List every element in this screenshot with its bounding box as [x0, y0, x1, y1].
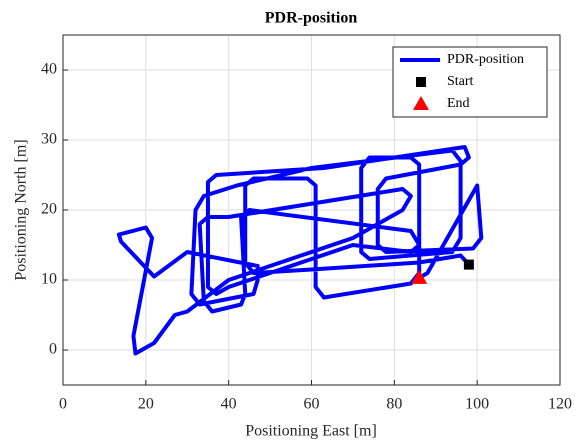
triangle-marker	[411, 269, 428, 284]
y-tick-label: 30	[41, 131, 57, 148]
y-tick-label: 20	[41, 201, 57, 218]
legend-label: PDR-position	[447, 52, 524, 67]
legend-label: End	[447, 96, 470, 111]
legend-swatch	[413, 96, 429, 110]
trajectory-line	[116, 145, 484, 356]
y-axis-label: Positioning North [m]	[13, 139, 30, 280]
x-tick-label: 0	[59, 396, 67, 413]
legend-label: Start	[447, 74, 474, 89]
y-tick-label: 10	[41, 271, 57, 288]
x-axis-label: Positioning East [m]	[245, 423, 377, 440]
x-tick-label: 60	[304, 396, 320, 413]
x-tick-label: 120	[548, 396, 572, 413]
y-tick-label: 40	[41, 61, 57, 78]
legend: PDR-position Start End	[392, 46, 548, 118]
x-tick-label: 20	[138, 396, 154, 413]
chart-title: PDR-position	[265, 10, 358, 27]
x-tick-label: 100	[465, 396, 489, 413]
square-marker	[463, 259, 474, 270]
x-tick-label: 80	[386, 396, 402, 413]
legend-swatch	[416, 77, 426, 87]
y-tick-label: 0	[49, 341, 57, 358]
x-tick-label: 40	[221, 396, 237, 413]
